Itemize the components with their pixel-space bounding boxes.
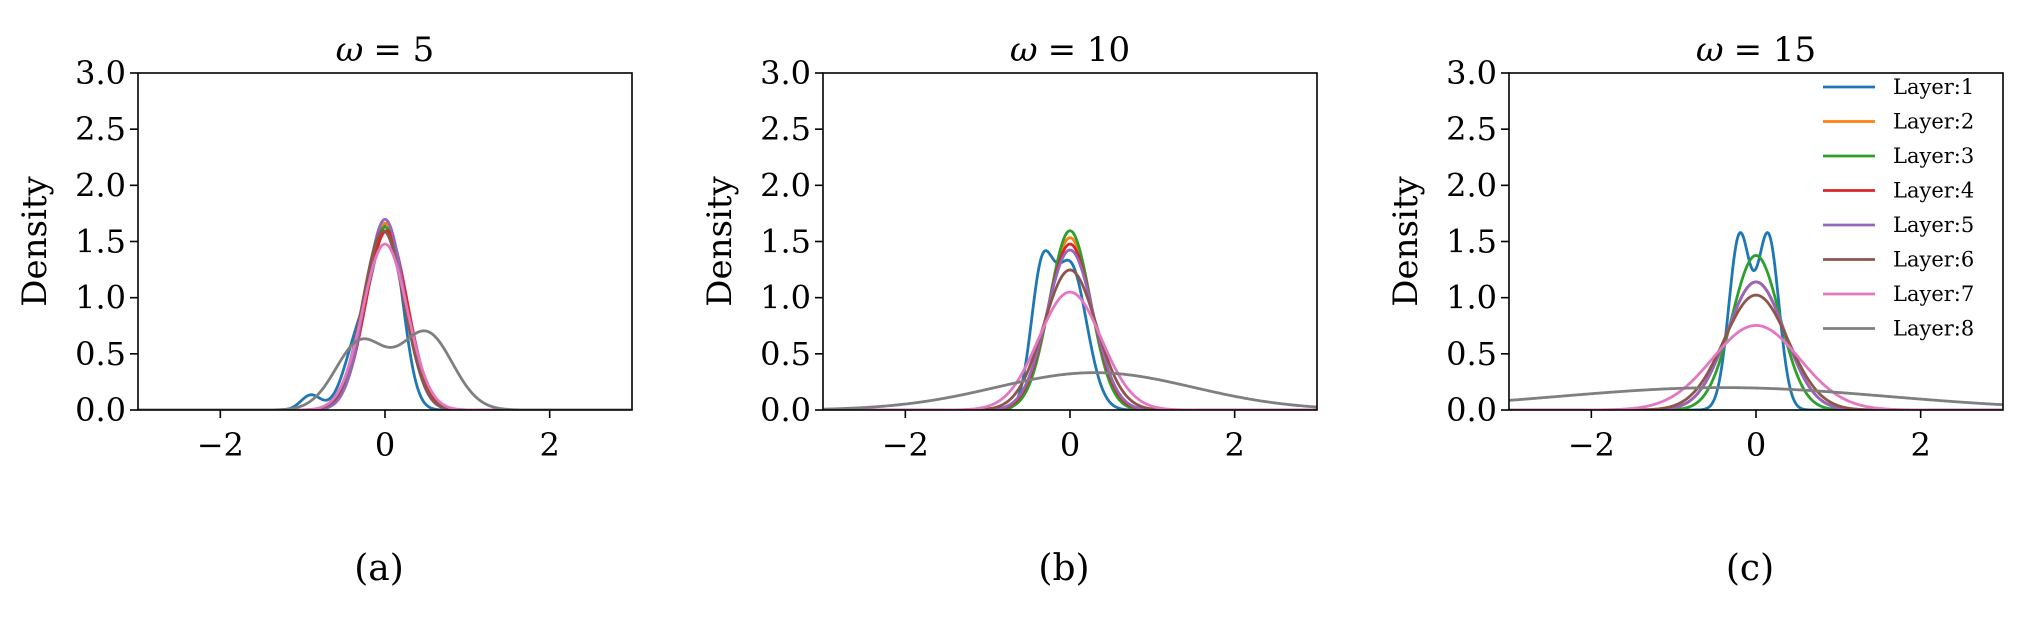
y-tick-label: 1.0 bbox=[1446, 279, 1497, 317]
legend-label: Layer:1 bbox=[1893, 75, 1974, 99]
legend-label: Layer:3 bbox=[1893, 144, 1974, 168]
x-tick-label: 0 bbox=[375, 426, 395, 464]
y-tick-label: 0.5 bbox=[75, 335, 126, 373]
y-tick-label: 2.5 bbox=[75, 110, 126, 148]
legend-label: Layer:2 bbox=[1893, 110, 1974, 134]
y-tick-label: 2.0 bbox=[760, 166, 811, 204]
x-tick-label: 0 bbox=[1060, 426, 1080, 464]
series-line-layer-3 bbox=[823, 229, 1317, 410]
y-tick-label: 2.5 bbox=[760, 110, 811, 148]
legend-label: Layer:5 bbox=[1893, 213, 1974, 237]
y-tick-label: 0.0 bbox=[760, 391, 811, 429]
x-tick-label: −2 bbox=[197, 426, 244, 464]
y-tick-label: 0.5 bbox=[760, 335, 811, 373]
plot-frame bbox=[137, 72, 633, 411]
series-line-layer-1 bbox=[1509, 231, 2003, 410]
y-tick-label: 2.5 bbox=[1446, 110, 1497, 148]
omega-symbol: ω bbox=[1010, 30, 1038, 70]
series-line-layer-5 bbox=[1509, 280, 2003, 410]
series-line-layer-2 bbox=[138, 221, 632, 410]
x-tick-label: 2 bbox=[539, 426, 559, 464]
plot-frame bbox=[822, 72, 1318, 411]
legend-label: Layer:6 bbox=[1893, 248, 1974, 272]
series-line-layer-8 bbox=[1509, 386, 2003, 407]
y-tick-label: 0.0 bbox=[75, 391, 126, 429]
y-tick-label: 1.5 bbox=[760, 223, 811, 261]
legend-label: Layer:4 bbox=[1893, 179, 1974, 203]
y-tick-label: 3.0 bbox=[75, 54, 126, 92]
x-tick-label: −2 bbox=[882, 426, 929, 464]
series-line-layer-6 bbox=[823, 268, 1317, 410]
y-tick-label: 1.5 bbox=[1446, 223, 1497, 261]
omega-value: = 15 bbox=[1734, 30, 1817, 70]
panel-2: 0.0 0.5 1.0 1.5 2.0 2.5 3.0 −2 0 2 Density ω = 10 (b) bbox=[700, 30, 1318, 589]
y-tick-label: 1.0 bbox=[760, 279, 811, 317]
series-group bbox=[823, 229, 1317, 410]
legend-label: Layer:8 bbox=[1893, 317, 1974, 341]
series-line-layer-1 bbox=[138, 221, 632, 410]
omega-value: = 10 bbox=[1048, 30, 1131, 70]
y-tick-label: 1.5 bbox=[75, 223, 126, 261]
omega-symbol: ω bbox=[336, 30, 364, 70]
y-tick-label: 2.0 bbox=[75, 166, 126, 204]
panel-3: 0.0 0.5 1.0 1.5 2.0 2.5 3.0 −2 0 2 Density ω = 15 (c)… bbox=[1386, 30, 2004, 589]
x-tick-label: −2 bbox=[1568, 426, 1615, 464]
panel-caption: (b) bbox=[1038, 548, 1089, 589]
series-line-layer-1 bbox=[823, 249, 1317, 410]
y-axis-label: Density bbox=[1386, 175, 1426, 306]
omega-value: = 5 bbox=[373, 30, 434, 70]
series-line-layer-3 bbox=[138, 225, 632, 410]
series-line-layer-5 bbox=[138, 217, 632, 410]
x-tick-label: 0 bbox=[1746, 426, 1766, 464]
series-line-layer-4 bbox=[823, 242, 1317, 410]
legend-label: Layer:7 bbox=[1893, 282, 1974, 306]
panel-1: 0.0 0.5 1.0 1.5 2.0 2.5 3.0 −2 0 2 Density ω = 5 (a) bbox=[15, 30, 633, 589]
panel-title: ω = 15 bbox=[1696, 30, 1816, 70]
y-tick-label: 3.0 bbox=[1446, 54, 1497, 92]
x-tick-label: 2 bbox=[1224, 426, 1244, 464]
legend: Layer:1 Layer:2 Layer:3 Layer:4 Layer:5 Layer… bbox=[1823, 75, 1974, 341]
panel-title: ω = 5 bbox=[336, 30, 435, 70]
panel-title: ω = 10 bbox=[1010, 30, 1130, 70]
series-line-layer-3 bbox=[1509, 254, 2003, 410]
panel-caption: (c) bbox=[1726, 548, 1774, 589]
series-line-layer-5 bbox=[823, 248, 1317, 410]
series-group bbox=[138, 217, 632, 410]
y-axis-label: Density bbox=[15, 175, 55, 306]
series-line-layer-4 bbox=[138, 229, 632, 410]
panel-caption: (a) bbox=[354, 548, 404, 589]
series-line-layer-6 bbox=[138, 229, 632, 410]
y-tick-label: 2.0 bbox=[1446, 166, 1497, 204]
x-tick-label: 2 bbox=[1910, 426, 1930, 464]
y-tick-label: 0.0 bbox=[1446, 391, 1497, 429]
series-line-layer-7 bbox=[138, 242, 632, 410]
y-tick-label: 1.0 bbox=[75, 279, 126, 317]
y-tick-label: 3.0 bbox=[760, 54, 811, 92]
y-tick-label: 0.5 bbox=[1446, 335, 1497, 373]
series-line-layer-8 bbox=[823, 371, 1317, 410]
y-axis-label: Density bbox=[700, 175, 740, 306]
series-line-layer-7 bbox=[823, 290, 1317, 410]
series-line-layer-2 bbox=[823, 236, 1317, 410]
series-line-layer-6 bbox=[1509, 293, 2003, 410]
series-line-layer-8 bbox=[138, 329, 632, 410]
omega-symbol: ω bbox=[1696, 30, 1724, 70]
